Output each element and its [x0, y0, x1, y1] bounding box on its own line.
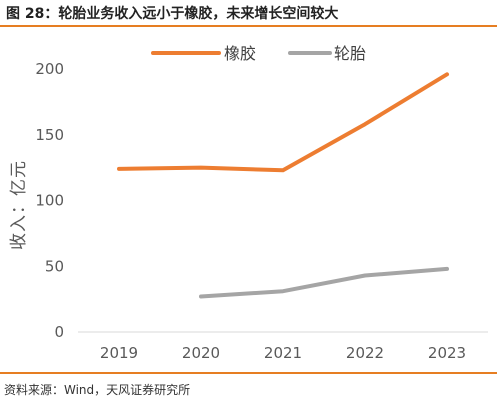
y-tick-label: 150	[35, 126, 64, 144]
chart-title: 图 28：轮胎业务收入远小于橡胶，未来增长空间较大	[6, 6, 339, 22]
bottom-rule	[0, 372, 497, 374]
series-lines	[117, 72, 449, 299]
top-rule	[0, 25, 497, 27]
y-tick-label: 50	[45, 257, 64, 275]
x-tick-label: 2019	[100, 344, 138, 362]
series-line-1	[117, 72, 449, 173]
y-axis-label: 收入：亿元	[9, 160, 29, 250]
series-line-2	[199, 266, 449, 299]
y-tick-label: 100	[35, 192, 64, 210]
x-ticks: 2019 2020 2021 2022 2023	[100, 344, 466, 362]
legend-label-2: 轮胎	[334, 44, 366, 63]
x-tick-label: 2023	[428, 344, 466, 362]
y-tick-label: 0	[54, 323, 64, 341]
x-tick-label: 2020	[182, 344, 220, 362]
y-tick-label: 200	[35, 60, 64, 78]
y-ticks: 0 50 100 150 200	[35, 60, 64, 341]
legend: 橡胶 轮胎	[151, 44, 366, 63]
source-note: 资料来源：Wind，天风证券研究所	[4, 383, 191, 397]
x-tick-label: 2022	[346, 344, 384, 362]
x-tick-label: 2021	[264, 344, 302, 362]
legend-label-1: 橡胶	[224, 44, 256, 63]
